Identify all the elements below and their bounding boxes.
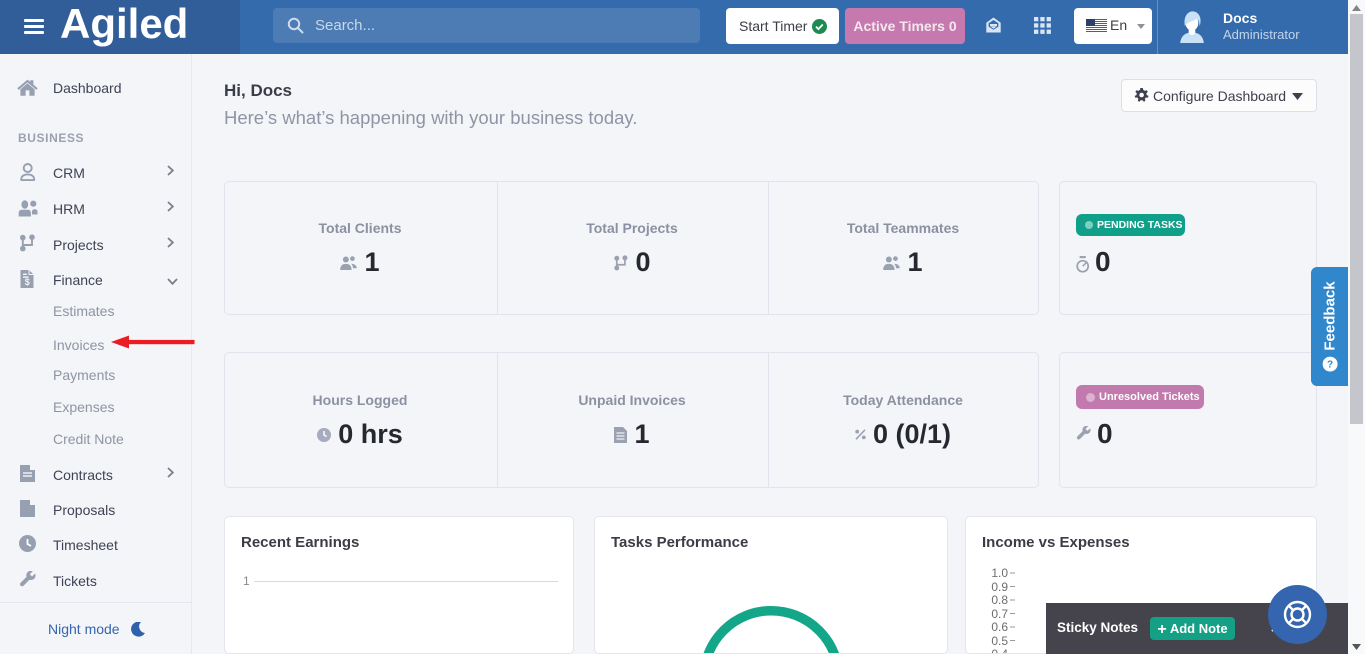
- svg-text:$: $: [25, 277, 30, 287]
- svg-text:?: ?: [1327, 360, 1333, 371]
